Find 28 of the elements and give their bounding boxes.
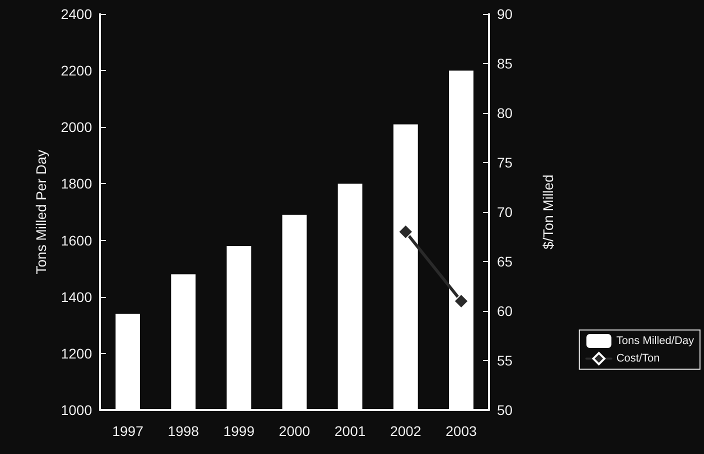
legend-label: Cost/Ton	[616, 352, 660, 365]
x-tick-label: 2000	[278, 423, 310, 439]
y2-tick-label: 75	[497, 154, 513, 170]
y2-tick-label: 65	[497, 254, 513, 270]
y2-tick-label: 80	[497, 105, 513, 121]
x-tick-label: 1998	[168, 423, 200, 439]
x-tick-label: 2003	[446, 423, 477, 439]
y-tick-label: 2400	[60, 6, 92, 22]
y2-tick-label: 70	[497, 204, 513, 220]
y2-tick-label: 50	[497, 402, 513, 418]
y2-tick-label: 90	[497, 6, 513, 22]
x-tick-label: 1999	[223, 423, 255, 439]
y-tick-label: 2000	[60, 119, 92, 136]
y-tick-label: 1400	[60, 288, 92, 305]
y-axis-title: Tons Milled Per Day	[33, 150, 49, 274]
x-tick-label: 2002	[390, 423, 422, 439]
y-tick-label: 1600	[60, 232, 92, 248]
legend-label: Tons Milled/Day	[616, 335, 694, 347]
y2-tick-label: 60	[497, 303, 513, 319]
y-tick-label: 1200	[60, 345, 92, 362]
y2-axis-title: $/Ton Milled	[540, 174, 556, 250]
y-tick-label: 2200	[60, 62, 92, 79]
x-tick-label: 2001	[334, 423, 366, 439]
y-tick-label: 1800	[60, 176, 92, 192]
x-tick-label: 1997	[112, 423, 144, 439]
y2-tick-label: 55	[497, 352, 513, 368]
y2-tick-label: 85	[497, 56, 513, 72]
y-tick-label: 1000	[60, 402, 92, 418]
